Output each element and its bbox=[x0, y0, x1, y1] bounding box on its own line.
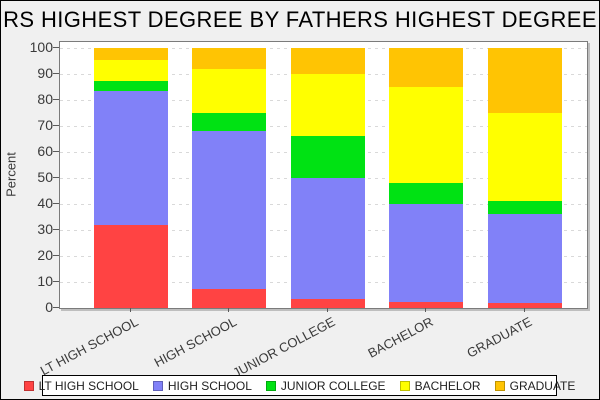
legend-item: GRADUATE bbox=[494, 378, 576, 393]
bar-segment bbox=[487, 201, 562, 215]
legend-label: HIGH SCHOOL bbox=[167, 378, 252, 393]
legend-item: LT HIGH SCHOOL bbox=[23, 378, 139, 393]
y-tick-label: 60 bbox=[37, 143, 53, 159]
legend-swatch-icon bbox=[152, 380, 163, 391]
y-tick-mark bbox=[53, 99, 59, 100]
y-tick-mark bbox=[53, 125, 59, 126]
x-tick-mark bbox=[326, 308, 328, 312]
gridline bbox=[60, 177, 587, 179]
y-tick-mark bbox=[53, 307, 59, 308]
bar-segment bbox=[192, 288, 266, 308]
y-tick-label: 10 bbox=[37, 273, 53, 289]
y-tick-label: 100 bbox=[29, 39, 53, 55]
bar-segment bbox=[192, 113, 266, 132]
legend-swatch-icon bbox=[23, 380, 34, 391]
y-tick-label: 30 bbox=[37, 221, 53, 237]
x-tick-mark bbox=[425, 308, 426, 312]
legend-swatch-icon bbox=[265, 380, 276, 391]
y-tick-label: 90 bbox=[37, 65, 53, 81]
y-tick-label: 80 bbox=[37, 91, 53, 107]
bar-segment bbox=[93, 59, 168, 81]
chart-title: RS HIGHEST DEGREE BY FATHERS HIGHEST DEG… bbox=[3, 7, 597, 32]
bar-segment bbox=[389, 204, 463, 302]
x-tick-mark bbox=[228, 308, 229, 312]
legend-item: HIGH SCHOOL bbox=[152, 378, 252, 393]
x-axis-label: JUNIOR COLLEGE bbox=[230, 314, 338, 381]
y-tick-mark bbox=[53, 229, 59, 230]
y-tick-label: 40 bbox=[37, 195, 53, 211]
bar-segment bbox=[389, 48, 463, 87]
bar-segment bbox=[93, 90, 168, 225]
y-tick-mark bbox=[53, 281, 59, 282]
x-tick-mark bbox=[129, 308, 131, 312]
bar-segment bbox=[290, 136, 365, 178]
bar-segment bbox=[389, 183, 463, 204]
bar-segment bbox=[192, 68, 266, 113]
bar-segment bbox=[93, 80, 168, 91]
y-tick-label: 50 bbox=[37, 169, 53, 185]
y-tick-mark bbox=[53, 203, 59, 204]
x-tick-mark bbox=[523, 308, 525, 312]
bar-segment bbox=[389, 301, 463, 308]
y-tick-mark bbox=[53, 151, 59, 152]
bar-segment bbox=[93, 48, 168, 60]
y-tick-mark bbox=[53, 73, 59, 74]
y-tick-label: 20 bbox=[37, 247, 53, 263]
bar-segment bbox=[290, 48, 365, 74]
legend-label: JUNIOR COLLEGE bbox=[280, 378, 386, 393]
x-axis-label: HIGH SCHOOL bbox=[151, 314, 240, 370]
bar-segment bbox=[290, 298, 365, 308]
bar-segment bbox=[487, 48, 562, 113]
x-axis-label: BACHELOR bbox=[365, 314, 437, 361]
y-tick-label: 70 bbox=[37, 117, 53, 133]
bar-segment bbox=[290, 178, 365, 299]
bar-segment bbox=[487, 214, 562, 303]
legend-swatch-icon bbox=[399, 380, 410, 391]
legend-item: BACHELOR bbox=[399, 378, 481, 393]
bar-segment bbox=[389, 87, 463, 184]
legend-label: LT HIGH SCHOOL bbox=[38, 378, 139, 393]
bar-segment bbox=[290, 74, 365, 137]
legend-swatch-icon bbox=[494, 380, 505, 391]
bar-segment bbox=[93, 224, 168, 308]
bar-segment bbox=[192, 48, 266, 69]
bar-segment bbox=[487, 302, 562, 308]
legend-label: BACHELOR bbox=[414, 378, 481, 393]
plot-area bbox=[59, 41, 588, 309]
legend: LT HIGH SCHOOL HIGH SCHOOL JUNIOR COLLEGE B… bbox=[23, 375, 575, 396]
bar-segment bbox=[487, 113, 562, 202]
gridline bbox=[60, 73, 587, 75]
legend-label: GRADUATE bbox=[509, 378, 576, 393]
y-tick-mark bbox=[53, 255, 59, 256]
y-tick-mark bbox=[53, 177, 59, 178]
x-axis-label: LT HIGH SCHOOL bbox=[37, 314, 141, 379]
x-axis-label: GRADUATE bbox=[464, 314, 535, 361]
bar-segment bbox=[192, 131, 266, 289]
y-tick-mark bbox=[53, 47, 59, 48]
legend-item: JUNIOR COLLEGE bbox=[265, 378, 386, 393]
y-tick-label: 0 bbox=[45, 299, 53, 315]
